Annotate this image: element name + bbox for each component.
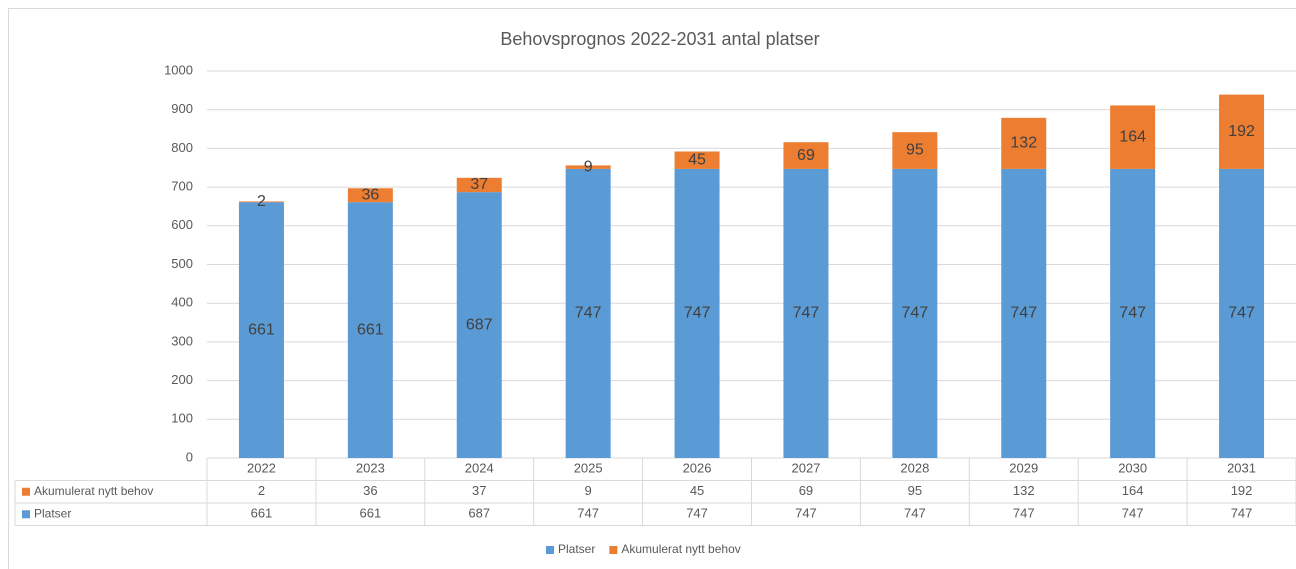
x-tick-label: 2026 (683, 461, 712, 476)
bar-segment (674, 151, 720, 169)
chart-frame (8, 8, 1296, 569)
y-tick-label: 800 (171, 140, 193, 155)
table-cell: 37 (472, 483, 486, 498)
table-cell: 661 (359, 506, 381, 521)
bar-segment (565, 168, 611, 458)
table-cell: 747 (1013, 506, 1035, 521)
data-label: 747 (1228, 305, 1255, 322)
x-tick-label: 2028 (900, 461, 929, 476)
data-label: 747 (793, 305, 820, 322)
y-tick-label: 100 (171, 411, 193, 426)
table-cell: 69 (799, 483, 813, 498)
table-cell: 747 (795, 506, 817, 521)
table-cell: 747 (904, 506, 926, 521)
bar-segment (347, 188, 393, 203)
legend-label: Platser (558, 542, 595, 556)
y-tick-label: 300 (171, 333, 193, 348)
data-label: 747 (1010, 305, 1037, 322)
bar-segment (347, 202, 393, 458)
data-label: 747 (901, 305, 928, 322)
bar-segment (456, 192, 502, 459)
table-cell: 661 (251, 506, 273, 521)
legend-key (609, 546, 618, 554)
y-tick-label: 900 (171, 101, 193, 116)
bar-segment (892, 168, 938, 458)
bar-segment (1219, 168, 1265, 458)
table-cell: 45 (690, 483, 704, 498)
table-legend-key (22, 510, 30, 519)
x-tick-label: 2031 (1227, 461, 1256, 476)
y-tick-label: 700 (171, 179, 193, 194)
y-tick-label: 1000 (164, 62, 193, 77)
x-tick-label: 2023 (356, 461, 385, 476)
x-tick-label: 2022 (247, 461, 276, 476)
y-tick-label: 0 (186, 449, 193, 464)
bar-segment (238, 201, 284, 203)
data-label: 192 (1228, 123, 1255, 140)
data-label: 2 (257, 193, 266, 210)
data-label: 661 (357, 321, 384, 338)
table-legend-key (22, 487, 30, 496)
bar-segment (1110, 105, 1156, 169)
data-label: 132 (1010, 135, 1037, 152)
x-tick-label: 2030 (1118, 461, 1147, 476)
bar-segment (1219, 94, 1265, 169)
table-cell: 95 (908, 483, 922, 498)
table-cell: 747 (577, 506, 599, 521)
bar-segment (1001, 117, 1047, 169)
data-label: 36 (361, 186, 379, 203)
table-cell: 747 (686, 506, 708, 521)
x-tick-label: 2025 (574, 461, 603, 476)
table-cell: 9 (585, 483, 592, 498)
bar-segment (456, 177, 502, 193)
y-tick-label: 200 (171, 372, 193, 387)
table-row-label: Akumulerat nytt behov (34, 484, 153, 498)
table-cell: 36 (363, 483, 377, 498)
table-row-label: Platser (34, 506, 71, 520)
chart-title: Behovsprognos 2022-2031 antal platser (500, 29, 819, 49)
x-tick-label: 2027 (791, 461, 820, 476)
bar-segment (892, 132, 938, 169)
y-tick-label: 600 (171, 217, 193, 232)
legend-key (546, 546, 554, 554)
bar-segment (565, 165, 611, 169)
bar-segment (1110, 168, 1156, 458)
data-label: 747 (684, 305, 711, 322)
data-label: 747 (575, 305, 602, 322)
data-label: 37 (470, 176, 488, 193)
bar-segment (238, 202, 284, 458)
data-label: 164 (1119, 128, 1146, 145)
table-cell: 164 (1122, 483, 1144, 498)
data-label: 687 (466, 316, 493, 333)
legend-label: Akumulerat nytt behov (621, 542, 740, 556)
bar-segment (674, 168, 720, 458)
table-cell: 2 (258, 483, 265, 498)
data-label: 9 (584, 158, 593, 175)
data-label: 69 (797, 147, 815, 164)
data-label: 661 (248, 321, 275, 338)
bar-segment (783, 168, 829, 458)
bar-segment (1001, 168, 1047, 458)
y-tick-label: 400 (171, 295, 193, 310)
data-label: 747 (1119, 305, 1146, 322)
table-cell: 747 (1122, 506, 1144, 521)
x-tick-label: 2024 (465, 461, 494, 476)
data-label: 45 (688, 151, 706, 168)
x-tick-label: 2029 (1009, 461, 1038, 476)
table-cell: 747 (1231, 506, 1253, 521)
data-label: 95 (906, 142, 924, 159)
table-cell: 132 (1013, 483, 1035, 498)
table-cell: 687 (468, 506, 490, 521)
y-tick-label: 500 (171, 256, 193, 271)
bar-segment (783, 142, 829, 169)
table-cell: 192 (1231, 483, 1253, 498)
